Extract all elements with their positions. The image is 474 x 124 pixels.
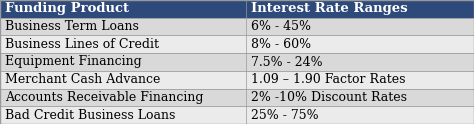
FancyBboxPatch shape xyxy=(0,106,474,124)
FancyBboxPatch shape xyxy=(0,53,474,71)
Text: Funding Product: Funding Product xyxy=(5,2,129,15)
Text: 25% - 75%: 25% - 75% xyxy=(251,109,319,122)
Text: 1.09 – 1.90 Factor Rates: 1.09 – 1.90 Factor Rates xyxy=(251,73,406,86)
FancyBboxPatch shape xyxy=(0,35,474,53)
Text: Equipment Financing: Equipment Financing xyxy=(5,56,142,68)
FancyBboxPatch shape xyxy=(0,89,474,106)
FancyBboxPatch shape xyxy=(0,18,474,35)
FancyBboxPatch shape xyxy=(0,71,474,89)
Text: 8% - 60%: 8% - 60% xyxy=(251,38,311,51)
Text: 2% -10% Discount Rates: 2% -10% Discount Rates xyxy=(251,91,407,104)
FancyBboxPatch shape xyxy=(0,0,474,18)
Text: Business Term Loans: Business Term Loans xyxy=(5,20,138,33)
Text: Accounts Receivable Financing: Accounts Receivable Financing xyxy=(5,91,203,104)
Text: Merchant Cash Advance: Merchant Cash Advance xyxy=(5,73,160,86)
Text: Interest Rate Ranges: Interest Rate Ranges xyxy=(251,2,408,15)
Text: Bad Credit Business Loans: Bad Credit Business Loans xyxy=(5,109,175,122)
Text: 6% - 45%: 6% - 45% xyxy=(251,20,311,33)
Text: 7.5% - 24%: 7.5% - 24% xyxy=(251,56,323,68)
Text: Business Lines of Credit: Business Lines of Credit xyxy=(5,38,159,51)
